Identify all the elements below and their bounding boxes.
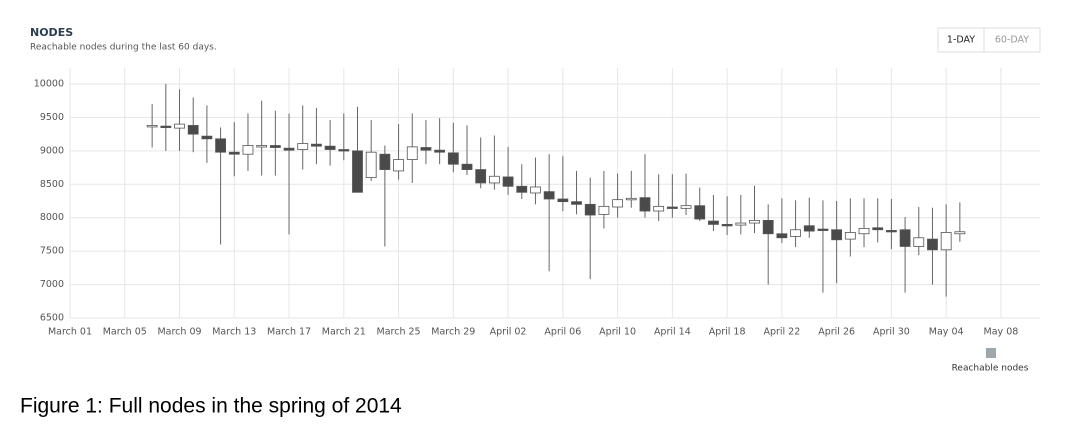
candle-body <box>228 151 240 155</box>
candle-body <box>447 152 459 165</box>
candle-body <box>393 159 404 172</box>
candle-body <box>146 125 158 128</box>
candle-body <box>543 191 555 200</box>
candle-body <box>653 205 665 212</box>
x-tick-label: March 13 <box>212 327 256 338</box>
candle-body <box>352 150 363 193</box>
candle-body <box>283 147 295 151</box>
x-tick-label: April 26 <box>818 327 855 338</box>
x-tick-label: April 06 <box>544 327 581 338</box>
candle-body <box>256 145 268 148</box>
candle-body <box>666 206 678 209</box>
candle-body <box>803 225 815 232</box>
y-tick-label: 6500 <box>40 313 64 324</box>
candle-body <box>584 203 596 216</box>
candle-body <box>311 143 322 147</box>
candle-body <box>571 201 582 205</box>
candle-body <box>940 232 952 251</box>
candle-body <box>516 185 528 193</box>
candle-body <box>927 238 938 251</box>
candle-body <box>297 143 309 150</box>
x-tick-label: May 04 <box>929 327 964 338</box>
y-tick-label: 7500 <box>40 246 64 257</box>
candle-body <box>680 205 692 209</box>
x-tick-label: March 21 <box>322 327 366 338</box>
candle-body <box>721 223 733 227</box>
candle-body <box>475 169 487 184</box>
button-60day[interactable]: 60-DAY <box>995 35 1029 46</box>
x-tick-label: March 17 <box>267 327 311 338</box>
candle-body <box>406 146 418 160</box>
candle-body <box>817 228 829 231</box>
candle-body <box>790 229 801 237</box>
candle-body <box>872 227 884 231</box>
candle-body <box>187 125 199 135</box>
candle-body <box>639 197 651 212</box>
x-tick-label: April 30 <box>873 327 910 338</box>
candle-body <box>694 205 706 220</box>
candle-body <box>625 197 637 201</box>
candle-body <box>434 149 446 153</box>
x-tick-label: May 08 <box>984 327 1019 338</box>
legend-swatch <box>986 348 996 358</box>
candle-body <box>461 163 473 170</box>
candle-body <box>215 138 226 153</box>
candle-body <box>831 229 843 241</box>
candle-body <box>913 237 925 247</box>
y-tick-label: 9500 <box>40 112 64 123</box>
x-tick-label: March 29 <box>431 327 475 338</box>
candle-body <box>530 186 541 194</box>
candle-body <box>776 233 788 239</box>
y-tick-label: 8000 <box>40 212 64 223</box>
candle-body <box>749 219 760 224</box>
candle-body <box>502 176 514 187</box>
chart-title: NODES <box>30 26 73 39</box>
x-tick-label: March 25 <box>377 327 421 338</box>
y-tick-label: 8500 <box>40 179 64 190</box>
candle-body <box>488 175 500 184</box>
candle-body <box>365 151 377 179</box>
x-tick-label: March 01 <box>48 327 92 338</box>
candle-body <box>174 123 185 129</box>
x-tick-label: April 02 <box>490 327 527 338</box>
y-tick-label: 9000 <box>40 145 64 156</box>
candle-body <box>557 198 569 203</box>
x-tick-label: April 18 <box>709 327 746 338</box>
candle-body <box>858 228 870 235</box>
chart-subtitle: Reachable nodes during the last 60 days. <box>30 43 217 53</box>
button-1day[interactable]: 1-DAY <box>947 35 975 46</box>
x-tick-label: March 05 <box>103 327 147 338</box>
candle-body <box>420 147 432 151</box>
candle-body <box>598 205 610 215</box>
button-group <box>937 27 1041 53</box>
candle-body <box>269 145 281 148</box>
candle-body <box>242 145 254 155</box>
candle-body <box>886 230 897 233</box>
candle-body <box>954 231 966 235</box>
x-tick-label: April 22 <box>763 327 800 338</box>
candle-body <box>324 145 336 150</box>
candle-body <box>612 199 623 208</box>
figure-caption: Figure 1: Full nodes in the spring of 20… <box>20 395 402 418</box>
candle-body <box>708 220 719 225</box>
x-tick-label: April 14 <box>654 327 691 338</box>
y-tick-label: 7000 <box>40 279 64 290</box>
candle-body <box>762 219 774 235</box>
candle-body <box>899 229 911 247</box>
x-tick-label: April 10 <box>599 327 636 338</box>
candle-body <box>338 149 350 152</box>
candle-body <box>844 232 856 240</box>
x-tick-label: March 09 <box>157 327 201 338</box>
candle-body <box>160 125 172 129</box>
y-tick-label: 10000 <box>34 79 64 90</box>
legend-label: Reachable nodes <box>952 364 1029 374</box>
candle-body <box>379 153 391 170</box>
candle-body <box>735 222 747 226</box>
candle-body <box>201 135 213 140</box>
